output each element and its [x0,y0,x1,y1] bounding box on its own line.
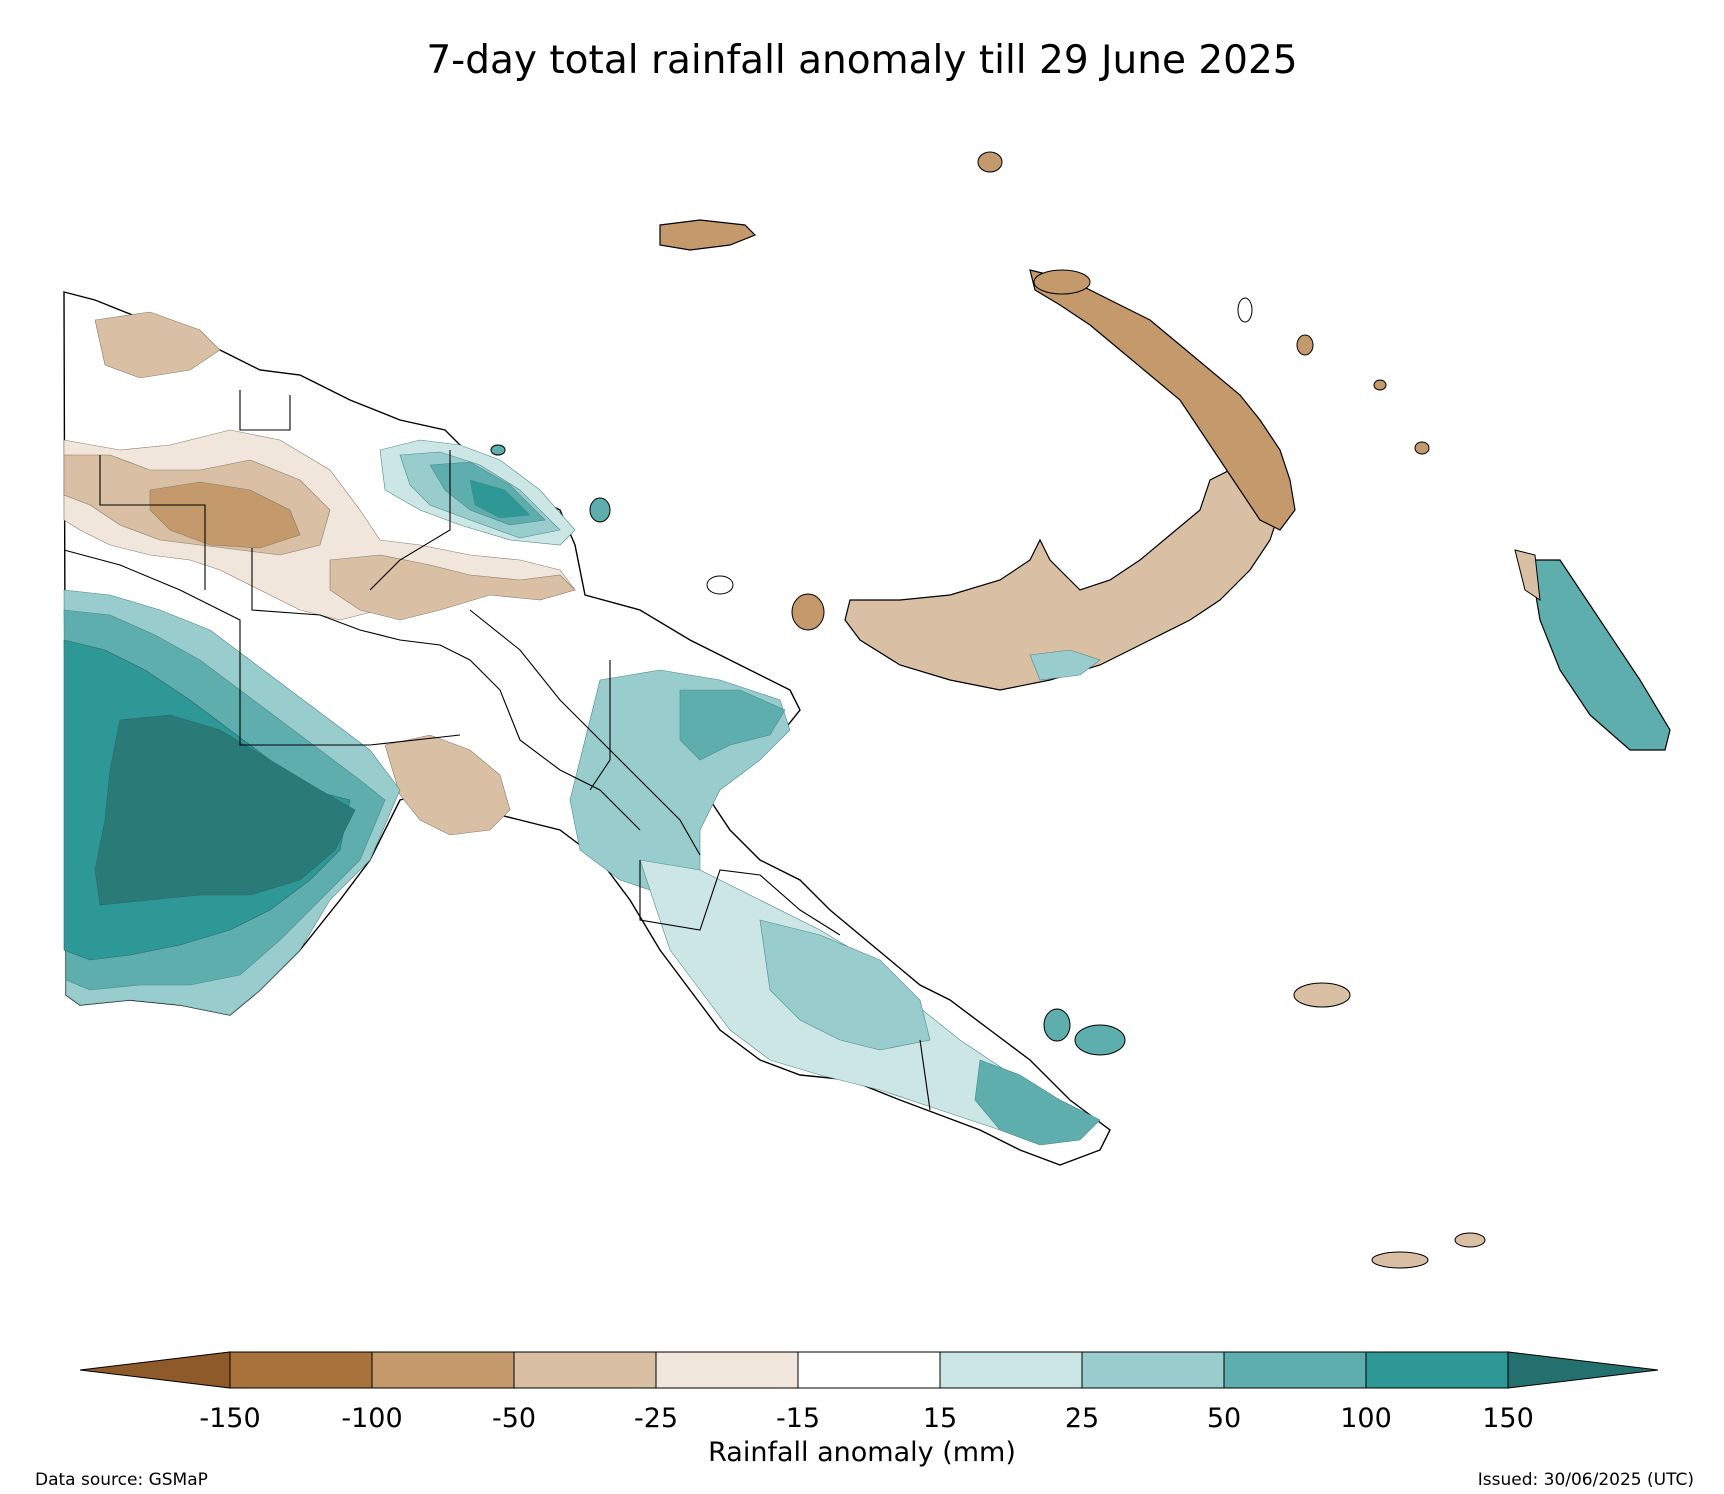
island-lihir [1296,334,1314,356]
colorbar-extend-low [80,1351,231,1389]
island-fergusson [1074,1024,1126,1056]
colorbar-tick-label: 15 [922,1403,958,1434]
island-woodlark [1293,982,1351,1008]
colorbar-tick-label: 100 [1340,1403,1392,1434]
anomaly-teal-southeast-mid [759,919,931,1051]
rainfall-anomaly-map [63,151,1671,1269]
island-small-2 [490,444,506,456]
manus-island [659,219,757,251]
bougainville-north [1514,549,1541,602]
island-sudest [1371,1251,1429,1269]
map-title: 7-day total rainfall anomaly till 29 Jun… [426,38,1298,83]
colorbar-title: Rainfall anomaly (mm) [708,1437,1016,1468]
anomaly-brown-highlands-core [149,481,301,549]
anomaly-brown-north-west [94,311,221,379]
island-rossel [1454,1232,1486,1248]
colorbar-tick-label: -15 [775,1403,821,1434]
issued-date-note: Issued: 30/06/2025 (UTC) [1477,1470,1694,1490]
colorbar-bin-100-150 [1365,1351,1509,1389]
island-umboi [791,593,825,631]
anomaly-brown-gulf [384,734,511,836]
colorbar-tick-label: 150 [1482,1403,1534,1434]
island-tanga [1373,379,1387,391]
colorbar-tick-label: -25 [633,1403,679,1434]
island-east-sepik-1 [589,497,611,523]
colorbar-bin-minus100-minus50 [371,1351,515,1389]
island-mussau [977,151,1003,173]
colorbar-tick-label: -100 [341,1403,403,1434]
anomaly-teal-milne-bay [974,1059,1101,1146]
colorbar-bin-minus25-minus15 [655,1351,799,1389]
island-feni [1414,441,1430,455]
province-borders [63,390,931,1111]
colorbar-bin-50-100 [1223,1351,1367,1389]
data-source-note: Data source: GSMaP [35,1470,208,1490]
anomaly-brown-central [329,554,576,621]
colorbar-bin-lt-minus100 [229,1351,373,1389]
island-tabar [1237,297,1253,323]
colorbar-tick-label: 25 [1064,1403,1100,1434]
colorbar-bin-15-25 [939,1351,1083,1389]
colorbar [80,1351,1659,1389]
island-new-hanover [1033,269,1091,295]
colorbar-bin-minus50-minus25 [513,1351,657,1389]
colorbar-tick-label: -50 [491,1403,537,1434]
new-ireland [1029,269,1296,531]
colorbar-bin-25-50 [1081,1351,1225,1389]
anomaly-teal-central-mid [679,689,786,761]
island-goodenough [1043,1008,1071,1042]
island-kairiru [706,575,734,595]
colorbar-tick-label: 50 [1206,1403,1242,1434]
bougainville [1529,559,1671,751]
anomaly-teal-north-coast-core [469,479,531,519]
colorbar-extend-high [1507,1351,1659,1389]
colorbar-bin-minus15-15 [797,1351,941,1389]
new-britain-south-teal [1029,649,1101,681]
colorbar-tick-label: -150 [199,1403,261,1434]
